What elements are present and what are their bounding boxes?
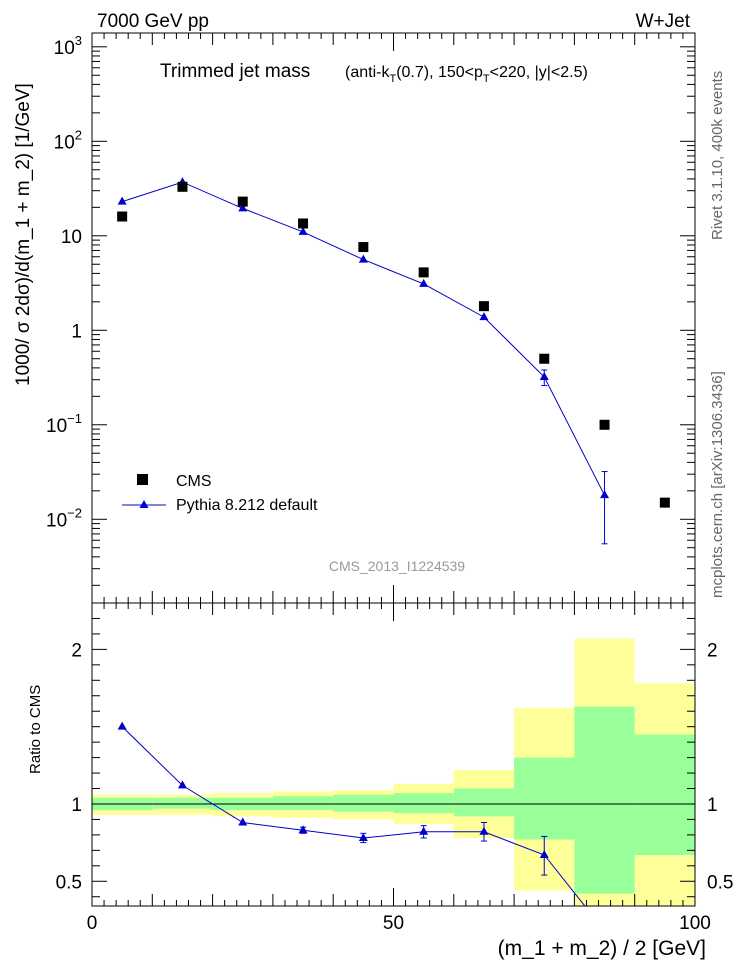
data-point (478, 301, 489, 312)
data-point (539, 353, 550, 364)
energy-label: 7000 GeV pp (97, 11, 209, 32)
ratio-band-inner (333, 794, 394, 812)
data-point (177, 181, 188, 192)
mc-point (479, 312, 489, 321)
ratio-band-inner (393, 793, 454, 814)
mc-point (358, 254, 368, 263)
cut-part-b: (0.7), 150<p (396, 64, 483, 81)
ratio-point (177, 780, 187, 789)
plot-cuts: (anti-kT(0.7), 150<pT<220, |y|<2.5) (345, 64, 588, 85)
main-y-tick-label: 1 (71, 321, 82, 342)
legend-data-label: CMS (176, 473, 212, 490)
main-y-tick-label: 10−2 (46, 505, 82, 531)
cut-part-c: <220, |y|<2.5) (490, 64, 588, 81)
ratio-band-inner (453, 788, 515, 817)
ratio-y-tick-label-left: 0.5 (56, 872, 82, 893)
ratio-point (298, 825, 308, 834)
tick-mantissa: 10 (61, 227, 82, 248)
tick-mantissa: 10 (54, 132, 75, 153)
ratio-band-inner (634, 734, 695, 855)
ratio-band-inner (514, 757, 575, 840)
mc-point (600, 490, 610, 499)
plot-title: Trimmed jet mass (160, 61, 310, 82)
mc-point (238, 203, 248, 212)
main-y-tick-label: 103 (54, 33, 82, 59)
tick-exponent: −1 (67, 411, 82, 426)
mc-point (419, 278, 429, 287)
tick-exponent: 2 (75, 127, 82, 142)
ratio-y-tick-label-left: 2 (71, 640, 82, 661)
tick-mantissa: 10 (46, 510, 67, 531)
ratio-y-tick-label-left: 1 (71, 795, 82, 816)
main-y-tick-label: 10 (61, 227, 82, 248)
rivet-label: Rivet 3.1.10, 400k events (709, 71, 726, 240)
mc-series-line (122, 181, 605, 496)
ratio-band-inner (574, 706, 635, 894)
title-main: Trimmed jet mass (160, 61, 310, 82)
main-y-axis-label: 1000/ σ 2dσ)/d(m_1 + m_2) [1/GeV] (13, 83, 34, 386)
tick-exponent: 3 (75, 33, 82, 48)
ratio-point (238, 817, 248, 826)
ratio-point (600, 926, 609, 934)
legend-mc-marker (139, 500, 149, 508)
x-axis-label: (m_1 + m_2) / 2 [GeV] (498, 937, 706, 960)
data-point (599, 419, 610, 430)
data-point (358, 242, 369, 253)
ratio-point (358, 832, 368, 841)
ratio-point (117, 721, 127, 730)
data-point (298, 218, 309, 229)
data-point (117, 211, 128, 222)
ratio-y-tick-label-right: 0.5 (707, 872, 733, 893)
ratio-point (479, 826, 489, 835)
legend-data-marker (137, 474, 148, 485)
data-point (659, 497, 670, 508)
tick-mantissa: 10 (54, 38, 75, 59)
ratio-y-tick-label-right: 2 (707, 640, 718, 661)
main-y-tick-label: 102 (54, 127, 82, 153)
ratio-point (419, 826, 429, 835)
data-point (237, 196, 248, 207)
x-tick-label: 50 (383, 913, 404, 934)
x-tick-label: 0 (87, 913, 98, 934)
ratio-band-inner (272, 796, 334, 811)
x-tick-label: 100 (679, 913, 711, 934)
data-point (418, 267, 429, 278)
legend-mc-label: Pythia 8.212 default (176, 497, 318, 514)
ratio-band-inner (152, 797, 213, 809)
tick-mantissa: 1 (71, 321, 82, 342)
ratio-point (539, 849, 549, 858)
mc-point (539, 372, 549, 381)
mc-point (298, 226, 308, 235)
ratio-y-axis-label: Ratio to CMS (27, 685, 44, 774)
mc-point (117, 196, 127, 205)
tick-mantissa: 10 (46, 416, 67, 437)
cut-sub-b: T (483, 73, 490, 85)
tick-exponent: −2 (67, 505, 82, 520)
ratio-y-tick-label-right: 1 (707, 795, 718, 816)
process-label: W+Jet (636, 11, 691, 32)
analysis-watermark: CMS_2013_I1224539 (329, 558, 465, 574)
cut-sub-a: T (389, 73, 396, 85)
mcplots-label: mcplots.cern.ch [arXiv:1306.3436] (709, 371, 726, 598)
main-y-tick-label: 10−1 (46, 411, 82, 437)
cut-part-a: (anti-k (345, 64, 390, 81)
